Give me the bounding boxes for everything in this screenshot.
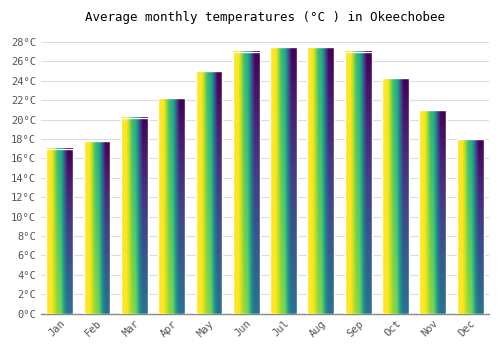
Bar <box>382 78 409 314</box>
Bar <box>270 47 297 314</box>
Bar <box>196 71 222 314</box>
Bar <box>308 47 334 314</box>
Bar <box>46 149 73 314</box>
Title: Average monthly temperatures (°C ) in Okeechobee: Average monthly temperatures (°C ) in Ok… <box>85 11 445 24</box>
Bar <box>420 110 446 314</box>
Bar <box>158 98 185 314</box>
Bar <box>84 141 110 314</box>
Bar <box>457 139 483 314</box>
Bar <box>345 52 372 314</box>
Bar <box>233 52 260 314</box>
Bar <box>121 118 148 314</box>
